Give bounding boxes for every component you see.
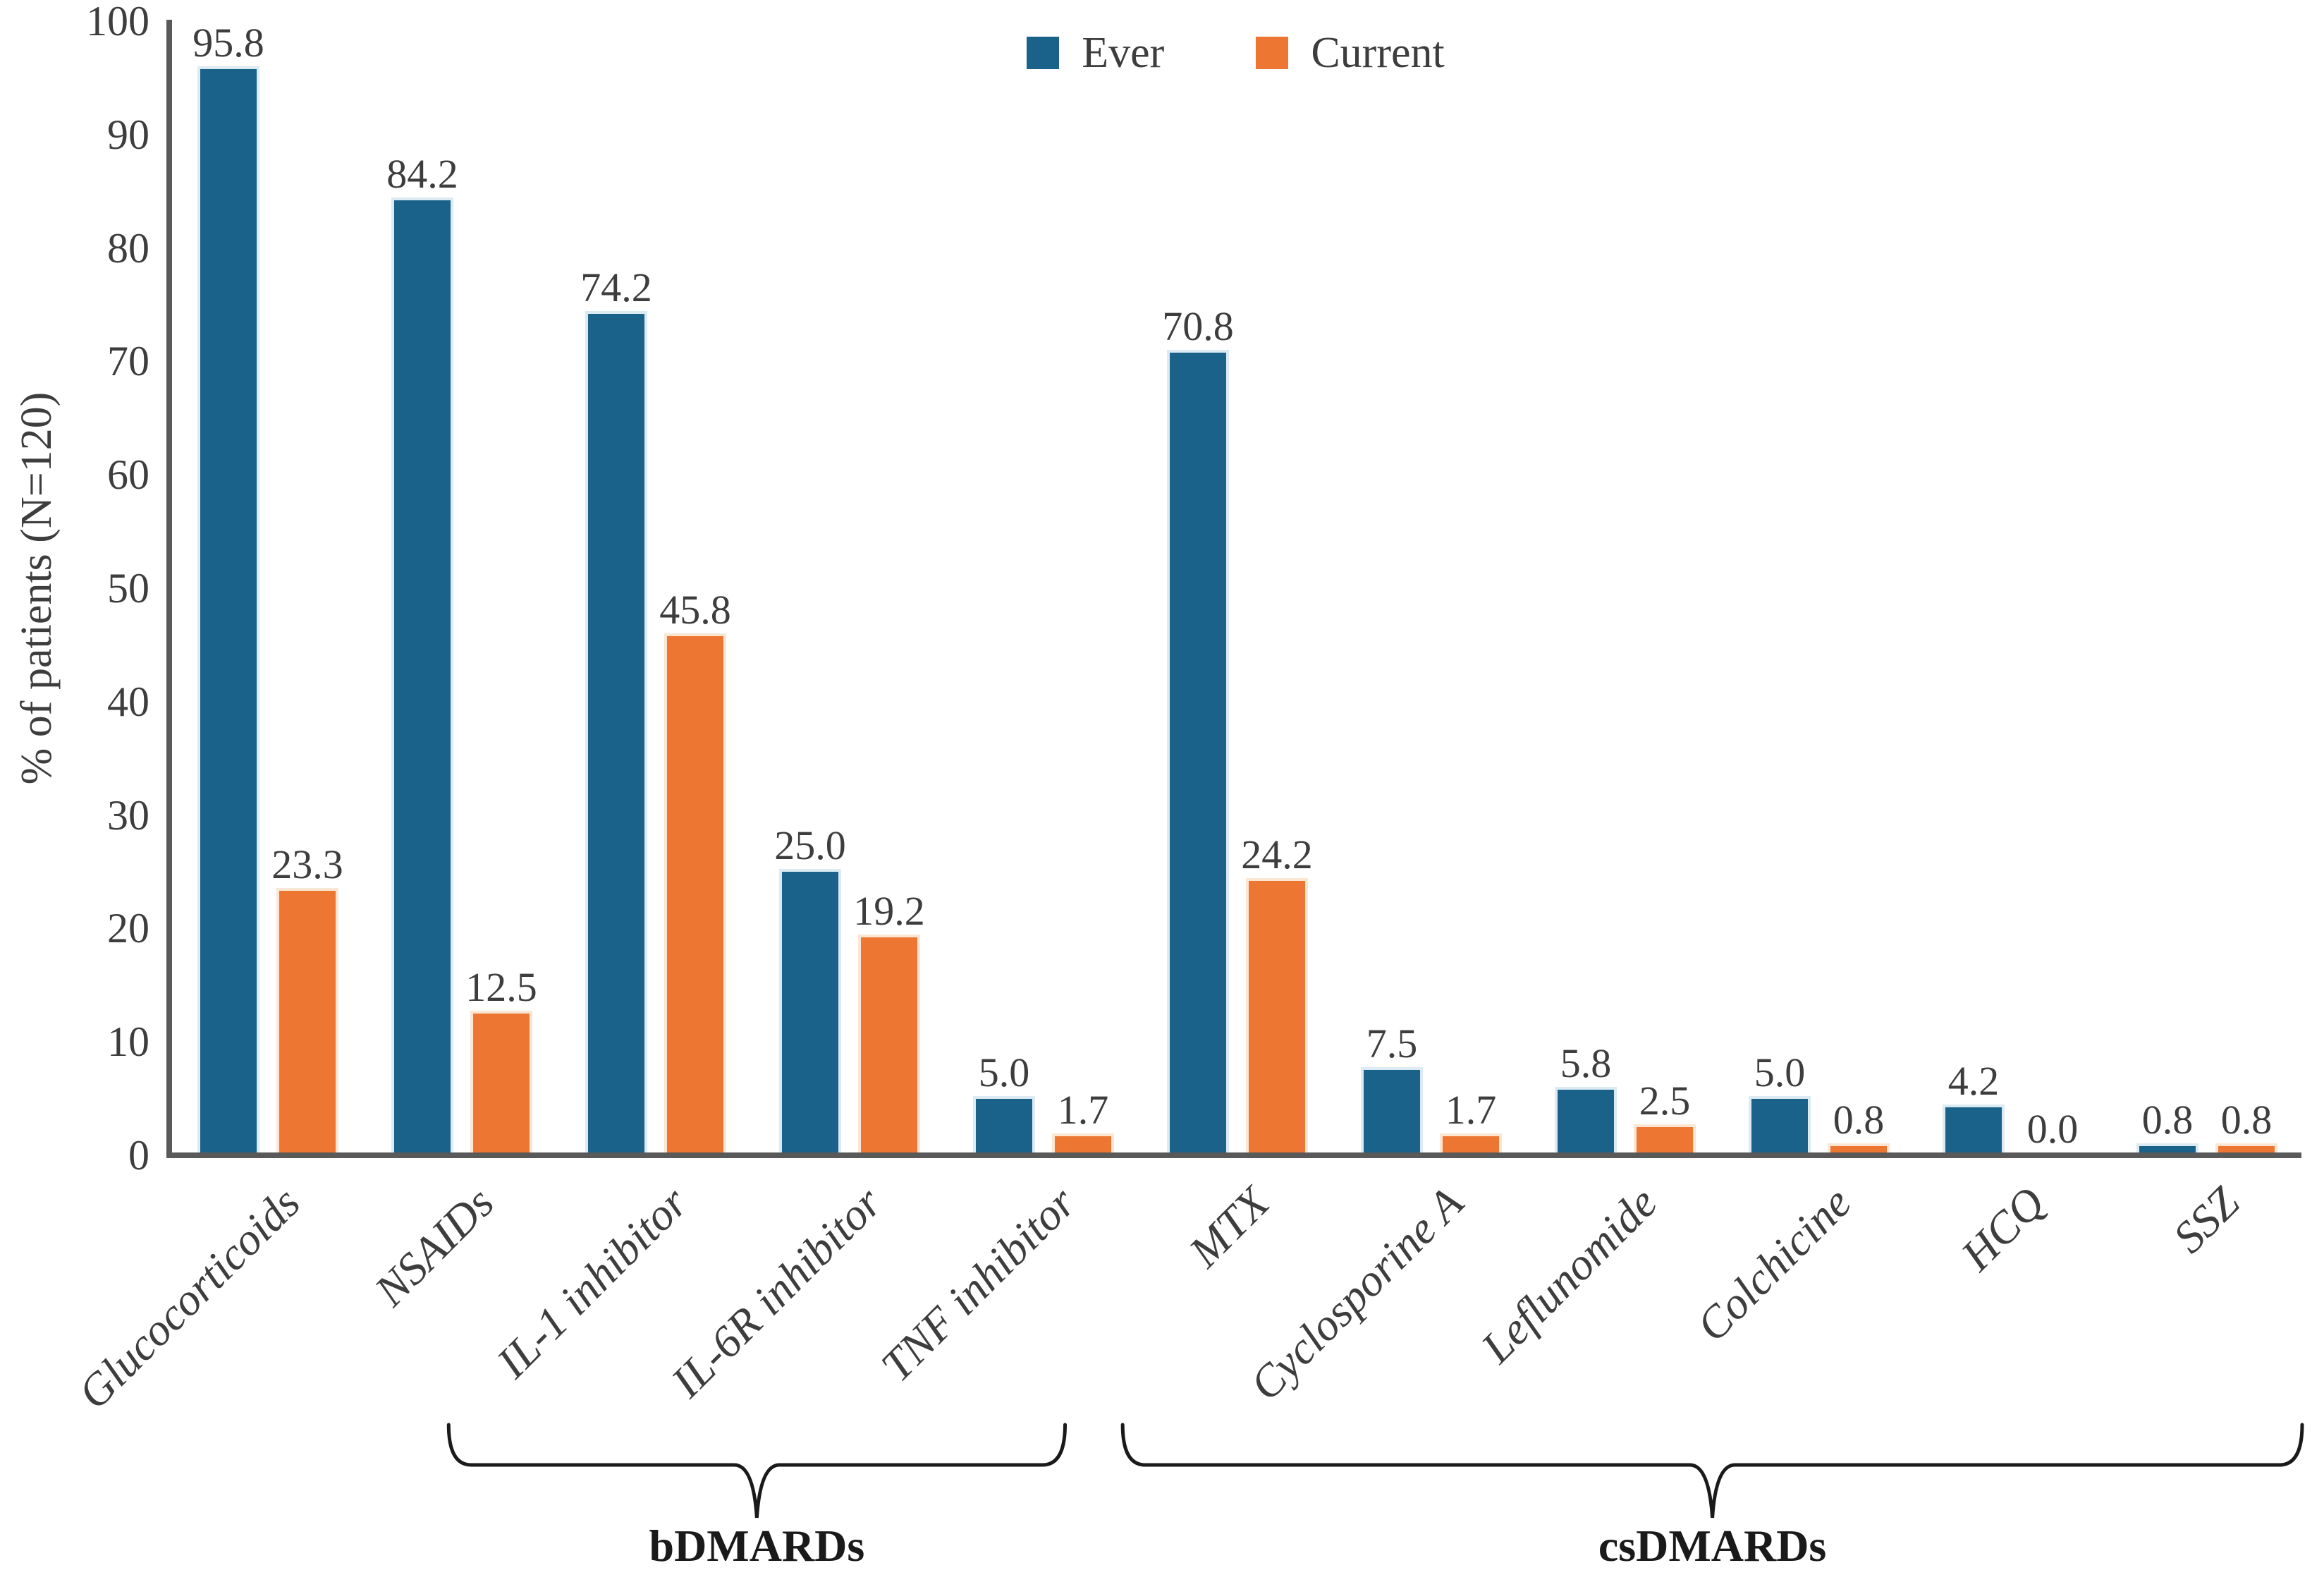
legend-item-current: Current [1256,29,1445,77]
y-axis-tick-label: 100 [86,0,149,44]
bar-current [1443,1136,1499,1155]
bar-current [1249,880,1305,1155]
y-axis-tick-label: 80 [107,224,149,272]
bar-ever [782,872,838,1155]
bar-ever [394,200,451,1155]
bdmards-brace [446,1423,1067,1519]
y-axis-tick-label: 70 [107,338,149,385]
bdmards-group-label: bDMARDs [649,1521,865,1571]
bar-current [279,891,336,1155]
bar-value-label: 0.8 [1833,1097,1885,1143]
bar-value-label: 12.5 [465,964,537,1010]
y-axis-line [166,20,172,1158]
legend-label-current: Current [1311,29,1445,77]
bar-value-label: 0.8 [2141,1097,2194,1143]
y-axis-tick-label: 10 [107,1018,149,1066]
bar-ever [1558,1089,1614,1155]
bar-ever [588,313,644,1155]
chart-legend: Ever Current [169,31,2302,75]
bar-ever [1945,1107,2002,1155]
bar-current [1055,1136,1111,1155]
bar-ever [1751,1098,1808,1155]
bar-value-label: 23.3 [271,841,343,888]
y-axis-tick-label: 90 [107,111,149,158]
bar-value-label: 0.0 [2026,1106,2079,1152]
y-axis-tick-label: 60 [107,451,149,499]
bar-value-label: 84.2 [386,151,458,197]
bar-ever [200,68,257,1155]
bar-value-label: 4.2 [1947,1058,2000,1105]
bar-current [473,1014,530,1155]
bar-value-label: 7.5 [1366,1021,1418,1067]
bar-value-label: 45.8 [659,586,731,633]
bar-value-label: 70.8 [1162,303,1234,349]
bar-value-label: 5.0 [1754,1049,1806,1095]
bar-value-label: 74.2 [580,264,652,310]
bar-value-label: 95.8 [192,19,264,66]
bar-value-label: 19.2 [853,888,925,935]
y-axis-tick-label: 0 [128,1132,149,1179]
bar-value-label: 1.7 [1057,1086,1109,1133]
legend-swatch-current [1256,37,1289,69]
legend-label-ever: Ever [1082,29,1165,77]
bar-ever [1364,1070,1420,1155]
bar-current [667,635,723,1155]
bar-ever [1170,352,1226,1155]
bar-value-label: 2.5 [1639,1077,1691,1124]
bar-value-label: 24.2 [1241,831,1313,877]
x-axis-line [166,1152,2301,1158]
csdmards-brace [1120,1423,2304,1519]
bar-current [1637,1126,1693,1155]
bar-value-label: 0.8 [2220,1097,2273,1143]
bar-value-label: 5.0 [978,1049,1030,1095]
bar-value-label: 25.0 [774,822,846,868]
bar-ever [976,1098,1032,1155]
csdmards-group-label: csDMARDs [1598,1521,1827,1571]
legend-item-ever: Ever [1027,31,1164,75]
y-axis-tick-label: 30 [107,791,149,839]
bar-value-label: 5.8 [1560,1040,1612,1086]
y-axis-tick-label: 20 [107,905,149,952]
bar-value-label: 1.7 [1445,1086,1497,1133]
legend-swatch-ever [1027,37,1060,69]
y-axis-tick-label: 40 [107,678,149,725]
y-axis-tick-label: 50 [107,565,149,612]
bar-current [861,937,917,1155]
